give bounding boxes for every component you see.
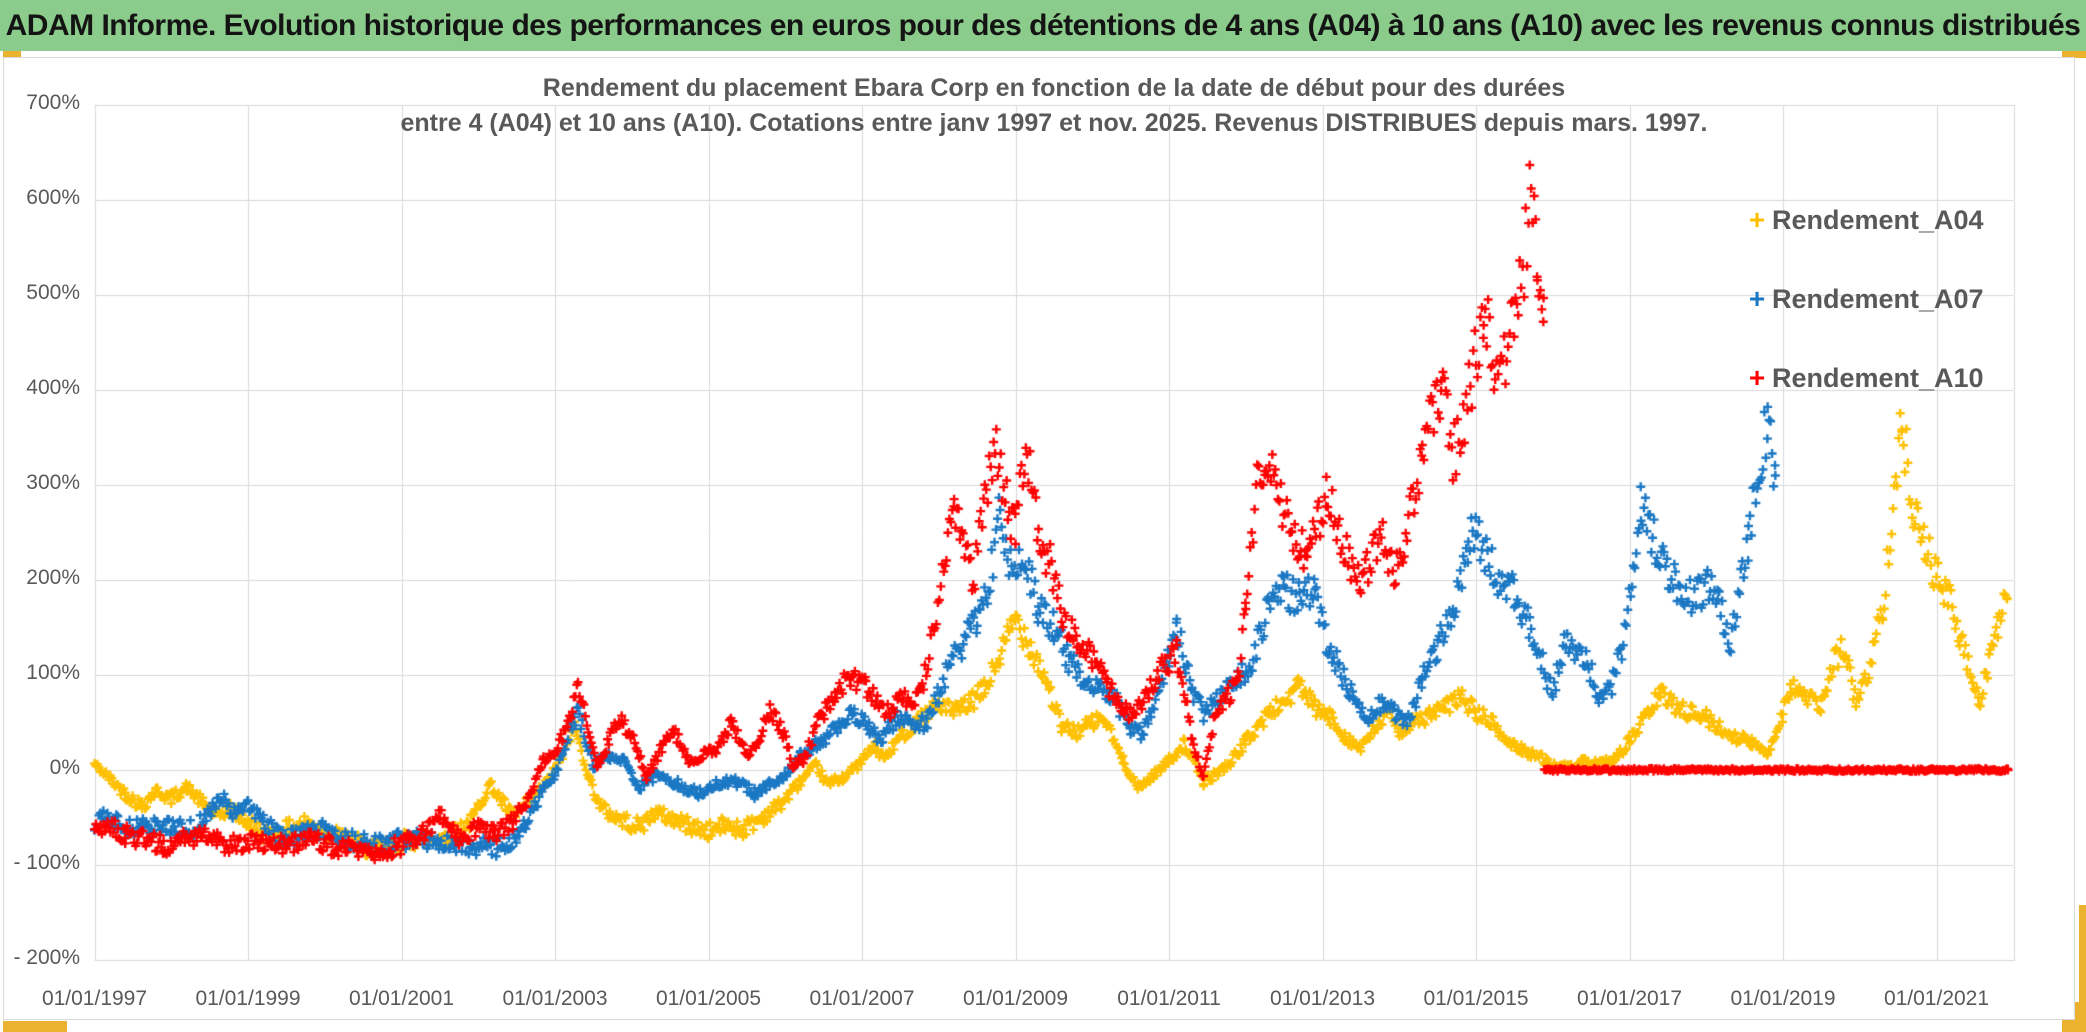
x-axis-tick-label: 01/01/2009 — [962, 987, 1069, 1010]
y-axis-tick-label: 500% — [26, 281, 80, 304]
x-axis-tick-label: 01/01/2017 — [1576, 987, 1683, 1010]
y-axis-tick-label: 400% — [26, 376, 80, 399]
x-axis-tick-label: 01/01/2013 — [1269, 987, 1376, 1010]
x-axis-tick-label: 01/01/2021 — [1883, 987, 1990, 1010]
y-axis-tick-label: - 200% — [13, 946, 80, 969]
y-axis-tick-label: 200% — [26, 566, 80, 589]
x-axis-tick-label: 01/01/2011 — [1117, 987, 1221, 1010]
plus-marker-icon: + — [1748, 204, 1766, 235]
y-axis-tick-label: 100% — [26, 661, 80, 684]
legend-item-label: Rendement_A07 — [1772, 283, 1984, 314]
chart-title-line2: entre 4 (A04) et 10 ans (A10). Cotations… — [400, 109, 1708, 137]
legend-item-label: Rendement_A04 — [1772, 204, 1984, 235]
y-axis-tick-label: - 100% — [13, 851, 80, 874]
legend-item-label: Rendement_A10 — [1772, 362, 1984, 393]
legend-item[interactable]: + Rendement_A07 — [1742, 279, 1984, 319]
legend-item[interactable]: + Rendement_A10 — [1742, 358, 1984, 398]
x-axis-tick-label: 01/01/1999 — [195, 987, 301, 1010]
y-axis-tick-label: 700% — [26, 91, 80, 114]
x-axis-tick-label: 01/01/2005 — [655, 987, 762, 1010]
y-axis-tick-label: 600% — [26, 186, 80, 209]
y-axis-tick-label: 300% — [26, 471, 80, 494]
x-axis-tick-label: 01/01/2001 — [348, 987, 455, 1010]
x-axis-tick-label: 01/01/1997 — [41, 987, 148, 1010]
chart-title-line1: Rendement du placement Ebara Corp en fon… — [542, 74, 1566, 102]
x-axis-tick-label: 01/01/2003 — [502, 987, 608, 1010]
plus-marker-icon: + — [1748, 283, 1766, 314]
plus-marker-icon: + — [1748, 362, 1766, 393]
y-axis-tick-label: 0% — [49, 756, 80, 779]
legend: + Rendement_A04 + Rendement_A07 + Rendem… — [1742, 200, 1984, 437]
x-axis-tick-label: 01/01/2007 — [809, 987, 915, 1010]
x-axis-tick-label: 01/01/2015 — [1423, 987, 1529, 1010]
legend-item[interactable]: + Rendement_A04 — [1742, 200, 1984, 240]
x-axis-tick-label: 01/01/2019 — [1730, 987, 1836, 1010]
